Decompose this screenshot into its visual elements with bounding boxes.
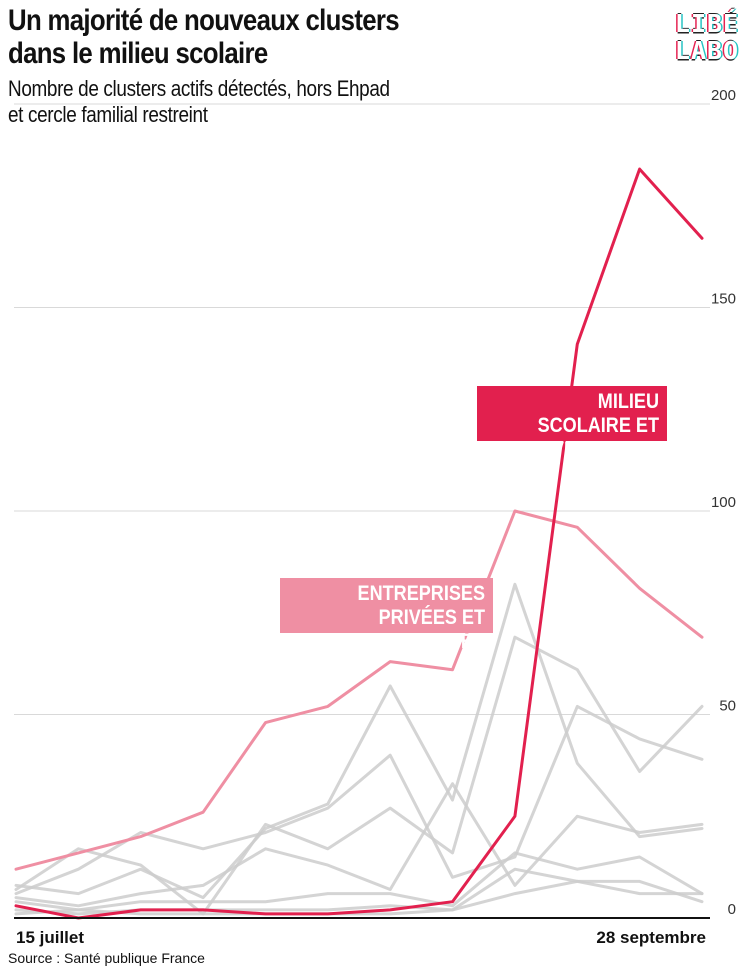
chart-title: Un majorité de nouveaux clusters dans le… bbox=[8, 4, 400, 70]
y-tick-label-0: 0 bbox=[728, 901, 736, 918]
series-line-other-4 bbox=[14, 782, 704, 908]
x-axis-start-label: 15 juillet bbox=[16, 928, 84, 947]
source-note: Source : Santé publique France bbox=[8, 950, 205, 966]
y-tick-label-200: 200 bbox=[711, 87, 736, 104]
y-tick-label-50: 50 bbox=[719, 698, 736, 715]
logo-line-1: LIBÉ bbox=[674, 9, 740, 38]
x-axis-end-label: 28 septembre bbox=[596, 928, 706, 947]
chart-subtitle: Nombre de clusters actifs détectés, hors… bbox=[8, 76, 390, 127]
logo-line-2: LABO bbox=[674, 36, 740, 65]
annotation-entreprises: ENTREPRISES PRIVÉES ET PUBLIQUES bbox=[280, 578, 493, 653]
series-line-other-1 bbox=[14, 582, 704, 900]
y-tick-label-100: 100 bbox=[711, 494, 736, 511]
y-tick-label-150: 150 bbox=[711, 291, 736, 308]
annotation-milieu-scolaire: MILIEU SCOLAIRE ET UNIVERSITAIRE bbox=[477, 386, 667, 461]
series-line-other-2 bbox=[14, 635, 704, 916]
annotation-entreprises-text: ENTREPRISES PRIVÉES ET PUBLIQUES bbox=[357, 582, 485, 653]
series-line-entreprises bbox=[14, 509, 704, 871]
libe-labo-logo: LIBÉ LABO bbox=[674, 10, 740, 64]
gridlines: 0 50 100 150 200 bbox=[14, 87, 736, 918]
annotation-milieu-scolaire-text: MILIEU SCOLAIRE ET UNIVERSITAIRE bbox=[520, 390, 659, 461]
series-line-other-7 bbox=[14, 867, 704, 916]
series-line-other-5 bbox=[14, 851, 704, 912]
series-lines bbox=[14, 167, 704, 920]
series-line-milieu-scolaire bbox=[14, 167, 704, 920]
